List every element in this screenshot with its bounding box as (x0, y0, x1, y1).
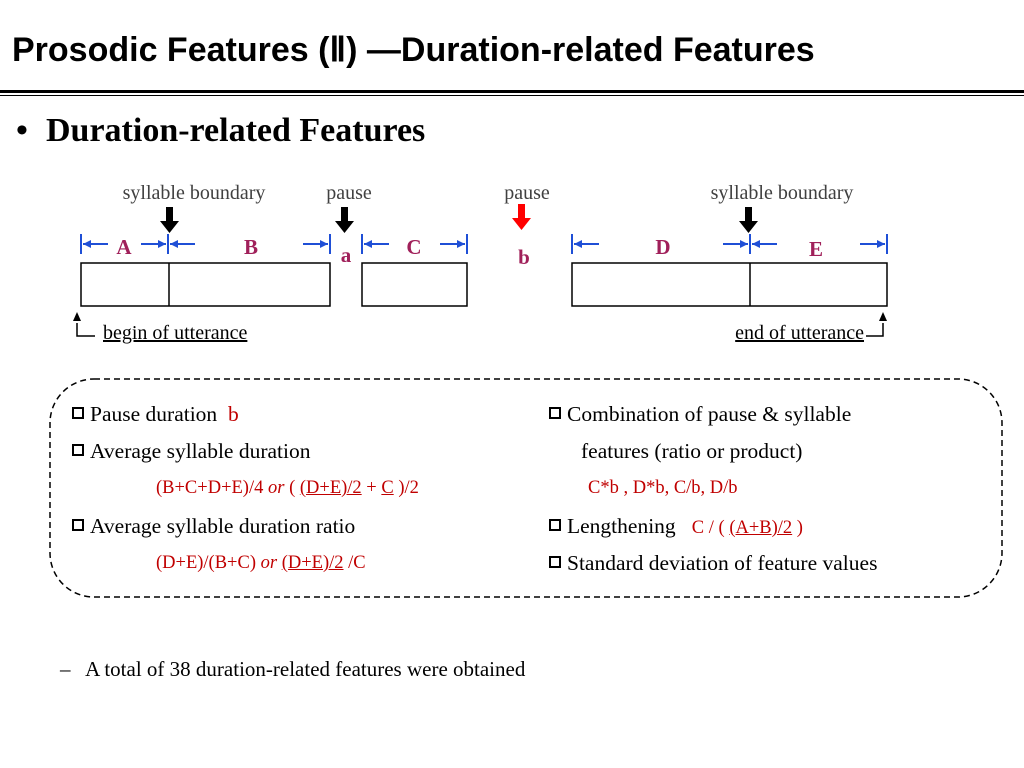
syllable-boundary-label-2: syllable boundary (711, 182, 854, 204)
pause-a-label: pause (326, 182, 372, 204)
segments-DE-box (571, 262, 888, 307)
begin-arrow-icon (73, 312, 81, 321)
boundary-arrow-2-icon (739, 207, 758, 233)
checkbox-square-icon (549, 519, 561, 531)
checkbox-square-icon (549, 556, 561, 568)
avg-syllable-formula: (B+C+D+E)/4 or ( (D+E)/2 + C )/2 (156, 478, 419, 498)
checkbox-square-icon (549, 407, 561, 419)
pause-a-letter: a (341, 243, 352, 267)
segments-AB-box (80, 262, 331, 307)
combination-formula: C*b , D*b, C/b, D/b (588, 478, 738, 498)
boundary-arrow-1-icon (160, 207, 179, 233)
end-utterance-label: end of utterance (735, 322, 864, 344)
sub-bullet-note: – A total of 38 duration-related feature… (60, 657, 525, 682)
feature-average-syllable: Average syllable duration (72, 439, 311, 464)
feature-standard-deviation: Standard deviation of feature values (549, 551, 877, 576)
segment-C-box (361, 262, 468, 307)
begin-utterance-label: begin of utterance (103, 322, 247, 344)
checkbox-square-icon (72, 519, 84, 531)
feature-pause-duration: Pause duration b (72, 402, 239, 427)
pause-b-arrow-icon (512, 204, 531, 230)
title-rule-thick (0, 90, 1024, 93)
pause-b-label: pause (504, 182, 550, 204)
segment-A-label: A (116, 235, 132, 259)
dash-marker: – (60, 657, 71, 681)
checkbox-square-icon (72, 407, 84, 419)
segment-E-label: E (809, 237, 823, 261)
slide-title: Prosodic Features (Ⅱ) —Duration-related … (12, 31, 815, 69)
feature-combination-line2: features (ratio or product) (581, 439, 803, 463)
note-text: A total of 38 duration-related features … (85, 657, 526, 681)
segment-C-label: C (406, 235, 421, 259)
begin-arrow-line (76, 323, 95, 337)
end-arrow-icon (879, 312, 887, 321)
segment-D-label: D (655, 235, 670, 259)
feature-average-ratio: Average syllable duration ratio (72, 514, 355, 539)
feature-combination: Combination of pause & syllable (549, 402, 851, 427)
syllable-boundary-label-1: syllable boundary (123, 182, 266, 204)
main-bullet: • Duration-related Features (16, 112, 425, 150)
bullet-dot: • (16, 112, 28, 149)
title-rule-thin (0, 95, 1024, 96)
pause-a-arrow-icon (335, 207, 354, 233)
avg-ratio-formula: (D+E)/(B+C) or (D+E)/2 /C (156, 553, 366, 573)
pause-b-letter: b (518, 245, 530, 269)
feature-lengthening: Lengthening C / ( (A+B)/2 ) (549, 514, 803, 539)
features-panel (49, 378, 1003, 598)
checkbox-square-icon (72, 444, 84, 456)
segment-B-label: B (244, 235, 258, 259)
end-arrow-line (866, 323, 884, 337)
bullet-text: Duration-related Features (46, 112, 426, 149)
